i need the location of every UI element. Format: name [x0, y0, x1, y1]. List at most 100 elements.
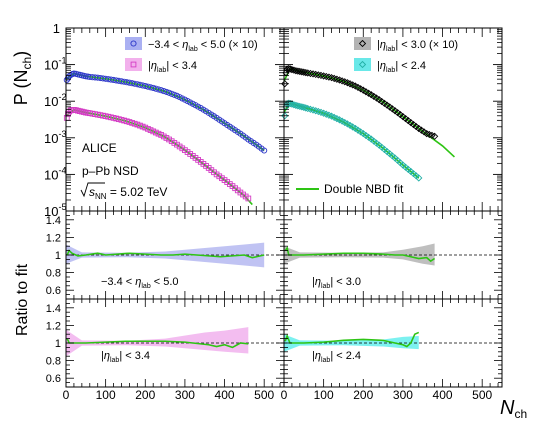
- ratio-band-ratio-top-right: [284, 243, 435, 266]
- x-tick-label-0: 0: [63, 388, 70, 402]
- ratio-line-ratio-bottom-right: [284, 331, 420, 348]
- data-point: [430, 132, 439, 140]
- ratio-y-tick-ratio-top-left: 1.2: [46, 232, 61, 244]
- data-point: [304, 69, 312, 77]
- legend-marker-left-0: [130, 40, 137, 47]
- legend-box-right-1: [354, 58, 371, 71]
- data-point: [171, 91, 178, 98]
- ratio-y-tick-ratio-bottom-left: 1: [55, 338, 61, 350]
- data-point: [317, 71, 325, 80]
- y-tick-label-4: 10-1: [44, 56, 66, 73]
- data-point: [300, 68, 308, 76]
- x-tick-label-1: 400: [433, 388, 453, 402]
- series-right-1: [281, 99, 423, 182]
- ratio-y-tick-ratio-top-left: 1.4: [46, 215, 61, 227]
- data-point: [70, 70, 77, 77]
- legend-label-left-0: −3.4 < ηlab < 5.0 (× 10): [148, 39, 258, 53]
- data-point: [298, 103, 306, 111]
- ratio-y-tick-ratio-bottom-left: 1.4: [46, 303, 61, 315]
- data-point: [322, 72, 330, 81]
- legend-box-left-1: [125, 58, 142, 71]
- data-point: [155, 86, 162, 93]
- x-tick-label-0: 500: [254, 388, 274, 402]
- legend-marker-right-1: [358, 60, 367, 69]
- ratio-line-ratio-top-left: [66, 249, 265, 259]
- data-point: [304, 104, 312, 113]
- x-tick-label-1: 200: [353, 388, 373, 402]
- data-point: [415, 174, 423, 182]
- data-point: [309, 70, 317, 78]
- fit-line-right-0: [283, 67, 455, 158]
- data-point: [370, 137, 378, 145]
- data-point: [160, 87, 167, 95]
- ratio-y-tick-ratio-bottom-left: 0.8: [46, 356, 61, 368]
- info-alice: ALICE: [82, 141, 117, 155]
- data-point: [152, 85, 159, 92]
- data-point: [150, 84, 157, 92]
- ratio-y-tick-ratio-top-left: 0.8: [46, 268, 61, 280]
- data-point: [281, 80, 289, 88]
- ratio-label-ratio-bottom-left: |ηlab| < 3.4: [101, 350, 150, 364]
- band-right-0: [284, 67, 435, 138]
- svg-text:sNN = 5.02 TeV: sNN = 5.02 TeV: [89, 185, 167, 201]
- info-energy: sNN = 5.02 TeV: [80, 182, 167, 201]
- info-system: p–Pb NSD: [82, 164, 139, 178]
- data-point: [166, 89, 173, 96]
- x-tick-label-0: 200: [135, 388, 155, 402]
- data-point: [302, 68, 310, 77]
- x-tick-label-1: 100: [314, 388, 334, 402]
- data-point: [294, 67, 302, 75]
- x-tick-label-1: 300: [393, 388, 413, 402]
- text-layer: −3.4 < ηlab < 5.0 (× 10) |ηlab| < 3.4 10-5…: [44, 21, 493, 402]
- y-tick-label-5: 1: [53, 21, 60, 36]
- x-tick-label-1: 0: [281, 388, 288, 402]
- data-point: [163, 88, 170, 95]
- y-tick-label-2: 10-3: [44, 129, 66, 146]
- y-tick-label-3: 10-2: [44, 92, 66, 109]
- frame-left: [65, 27, 285, 212]
- data-point: [302, 104, 310, 112]
- y-axis-label-top: P (Nch): [11, 51, 34, 105]
- data-point: [306, 69, 315, 78]
- data-point: [158, 87, 165, 94]
- points-layer: [63, 64, 439, 202]
- ratio-label-ratio-top-right: |ηlab| < 3.0: [312, 276, 361, 290]
- data-point: [296, 67, 304, 76]
- ratio-line-ratio-bottom-left: [66, 338, 249, 349]
- ratio-y-tick-ratio-top-left: 1: [55, 250, 61, 262]
- x-tick-label-0: 100: [96, 388, 116, 402]
- frames-layer: [65, 27, 503, 388]
- x-axis-label: Nch: [500, 397, 527, 421]
- data-point: [245, 195, 252, 202]
- data-point: [319, 72, 328, 80]
- ratio-y-tick-ratio-bottom-left: 0.6: [46, 373, 61, 385]
- legend-label-right-1: |ηlab| < 2.4: [377, 60, 426, 74]
- legend-marker-left-1: [130, 61, 137, 68]
- ratio-y-tick-ratio-bottom-left: 1.2: [46, 320, 61, 332]
- series-left-0: [63, 70, 268, 154]
- x-tick-label-0: 300: [175, 388, 195, 402]
- data-point: [168, 90, 175, 97]
- legend-marker-right-0: [358, 39, 367, 48]
- data-point: [314, 71, 322, 79]
- data-point: [290, 66, 298, 74]
- x-tick-label-0: 400: [215, 388, 235, 402]
- svg-text:Double NBD fit: Double NBD fit: [324, 182, 404, 196]
- data-point: [300, 103, 308, 111]
- data-point: [296, 102, 304, 111]
- data-point: [281, 112, 289, 120]
- legend-label-left-1: |ηlab| < 3.4: [148, 60, 197, 74]
- data-point: [292, 67, 300, 75]
- data-point: [288, 100, 296, 108]
- fit-legend: Double NBD fit: [296, 182, 404, 196]
- data-point: [312, 70, 320, 79]
- data-point: [292, 101, 300, 109]
- data-point: [325, 73, 333, 81]
- x-tick-label-1: 500: [472, 388, 492, 402]
- data-point: [309, 106, 317, 114]
- series-left-1: [63, 107, 252, 202]
- legend-box-left-0: [125, 37, 142, 50]
- ratio-label-ratio-bottom-right: |ηlab| < 2.4: [312, 350, 361, 364]
- y-tick-label-1: 10-4: [44, 165, 66, 182]
